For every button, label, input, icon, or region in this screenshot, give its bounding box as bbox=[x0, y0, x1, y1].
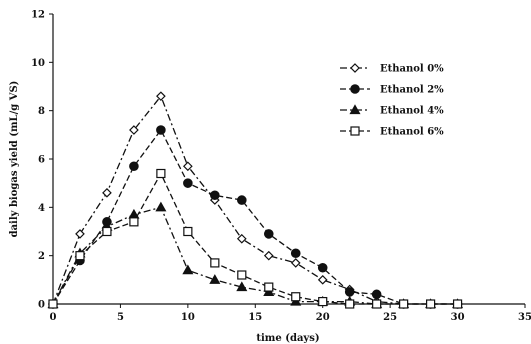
data-point bbox=[209, 274, 221, 284]
data-point bbox=[156, 91, 166, 102]
legend-marker bbox=[350, 84, 360, 94]
data-point bbox=[210, 258, 220, 268]
data-point bbox=[317, 274, 328, 285]
data-point bbox=[317, 262, 328, 273]
y-tick-label: 12 bbox=[31, 10, 45, 21]
data-point bbox=[236, 281, 248, 292]
data-point bbox=[263, 250, 274, 261]
y-tick-label: 4 bbox=[38, 203, 45, 214]
data-point bbox=[102, 226, 112, 237]
series-layer bbox=[47, 91, 464, 309]
data-point bbox=[156, 125, 166, 135]
data-point bbox=[371, 289, 382, 300]
legend-item: Ethanol 6% bbox=[340, 126, 444, 138]
y-tick-label: 10 bbox=[31, 58, 45, 69]
x-tick-label: 0 bbox=[50, 312, 57, 323]
data-point bbox=[290, 248, 301, 259]
x-axis-ticks: 0 5 10 15 20 25 30 35 bbox=[50, 304, 531, 323]
data-point bbox=[264, 282, 274, 292]
data-point bbox=[237, 195, 247, 205]
y-axis-ticks: 0 2 4 6 8 10 12 bbox=[31, 10, 53, 311]
data-point bbox=[372, 299, 382, 309]
x-tick-label: 10 bbox=[181, 312, 195, 323]
data-point bbox=[263, 229, 274, 239]
y-tick-label: 8 bbox=[38, 106, 45, 117]
legend-marker bbox=[350, 126, 360, 136]
data-point bbox=[182, 264, 194, 275]
legend-label: Ethanol 4% bbox=[380, 106, 444, 117]
y-tick-label: 2 bbox=[38, 251, 45, 262]
legend-marker bbox=[349, 104, 361, 115]
series-line bbox=[52, 172, 458, 305]
data-point bbox=[129, 161, 139, 172]
data-point bbox=[48, 299, 58, 309]
legend-marker bbox=[350, 63, 360, 73]
data-point bbox=[345, 299, 355, 309]
data-point bbox=[452, 299, 463, 309]
legend-label: Ethanol 6% bbox=[380, 127, 444, 138]
data-point bbox=[183, 161, 193, 172]
series-1 bbox=[48, 91, 463, 309]
y-tick-label: 0 bbox=[38, 300, 45, 311]
x-tick-label: 25 bbox=[383, 312, 397, 323]
legend-label: Ethanol 2% bbox=[380, 85, 444, 96]
y-tick-label: 6 bbox=[38, 155, 45, 166]
legend-label: Ethanol 0% bbox=[380, 64, 444, 75]
data-point bbox=[290, 258, 301, 268]
x-tick-label: 30 bbox=[451, 312, 465, 323]
data-point bbox=[237, 270, 247, 280]
data-point bbox=[210, 190, 220, 201]
data-point bbox=[129, 217, 139, 227]
data-point bbox=[155, 201, 167, 212]
data-point bbox=[183, 178, 193, 188]
data-point bbox=[102, 187, 112, 198]
data-point bbox=[183, 226, 193, 237]
data-point bbox=[75, 251, 85, 261]
series-3 bbox=[47, 201, 464, 309]
legend-item: Ethanol 0% bbox=[340, 63, 444, 75]
x-tick-label: 15 bbox=[248, 312, 262, 323]
x-tick-label: 20 bbox=[316, 312, 330, 323]
data-point bbox=[291, 292, 301, 302]
legend: Ethanol 0% Ethanol 2% Ethanol 4% Ethanol 6% bbox=[340, 63, 444, 138]
data-point bbox=[318, 296, 328, 307]
data-point bbox=[129, 125, 139, 135]
legend-item: Ethanol 2% bbox=[340, 84, 444, 96]
series-line bbox=[52, 206, 458, 305]
data-point bbox=[344, 287, 355, 297]
data-point bbox=[426, 299, 436, 309]
y-axis-title: daily biogas yield (mL/g VS) bbox=[9, 81, 20, 238]
data-point bbox=[236, 233, 247, 244]
x-tick-label: 35 bbox=[518, 312, 531, 323]
data-point bbox=[156, 168, 166, 179]
x-axis-title: time (days) bbox=[256, 333, 319, 344]
legend-item: Ethanol 4% bbox=[340, 104, 444, 117]
series-line bbox=[52, 128, 458, 305]
series-4 bbox=[48, 168, 463, 309]
x-tick-label: 5 bbox=[117, 312, 124, 323]
data-point bbox=[399, 299, 409, 309]
data-point bbox=[75, 229, 85, 239]
